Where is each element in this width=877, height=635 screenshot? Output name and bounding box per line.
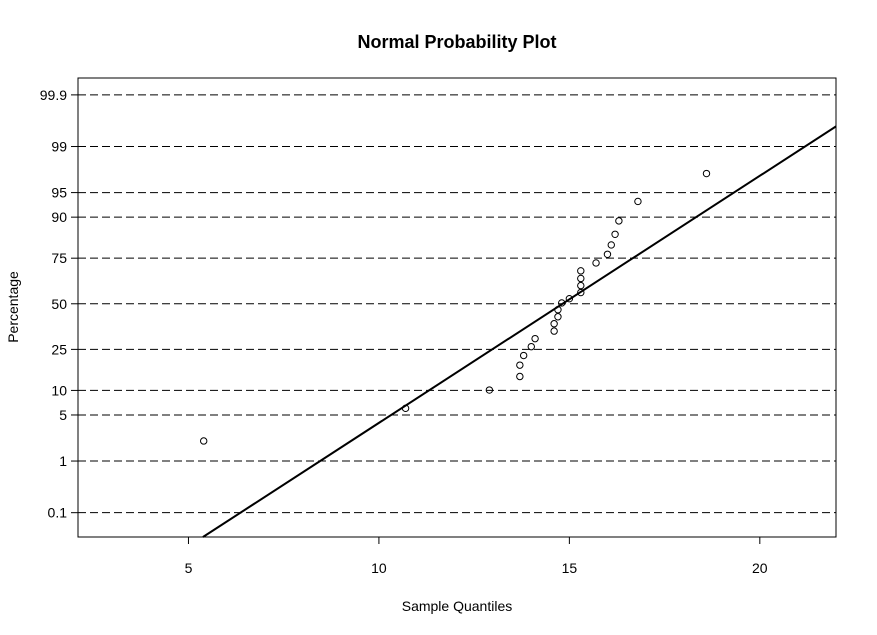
data-point [199,437,208,445]
x-tick-label: 10 [371,560,387,576]
data-point [554,306,562,314]
data-point [702,169,711,178]
data-point [550,320,558,328]
data-points [199,169,711,445]
reference-line [202,125,837,538]
data-point [401,404,410,413]
x-axis-label: Sample Quantiles [402,598,513,614]
data-point [611,230,619,238]
y-tick-label: 99.9 [40,87,67,103]
data-point [516,361,524,369]
data-point [485,386,494,394]
y-tick-label: 1 [59,453,67,469]
data-point [577,267,585,275]
y-tick-label: 10 [51,382,67,398]
data-point [634,197,642,206]
data-point [577,288,585,297]
data-point [607,241,615,249]
y-tick-label: 75 [51,250,67,266]
y-tick-label: 25 [51,341,67,357]
data-point [527,342,535,351]
data-point [558,299,566,307]
data-point [592,259,600,267]
data-point [603,250,612,258]
data-point [550,327,558,335]
data-point [531,334,539,343]
y-tick-label: 50 [51,296,67,312]
chart-title: Normal Probability Plot [357,32,556,52]
data-point [577,274,585,283]
y-tick-label: 95 [51,185,67,201]
x-axis: 5 10 15 20 [185,537,768,576]
data-point [554,313,562,321]
reference-line-group [202,125,837,538]
y-tick-label: 99 [51,139,67,155]
data-point [615,217,623,225]
x-tick-label: 15 [562,560,578,576]
data-point [577,281,585,290]
data-point [516,372,524,381]
y-axis-label: Percentage [5,271,21,343]
y-tick-label: 0.1 [48,505,68,521]
plot-frame [77,77,837,538]
grid-lines [78,94,836,514]
y-axis: 0.1 1 5 10 25 50 75 90 95 99 99.9 [40,87,78,521]
x-tick-label: 5 [185,560,193,576]
data-point [519,351,528,360]
y-tick-label: 90 [51,209,67,225]
x-tick-label: 20 [752,560,768,576]
data-point [565,294,574,303]
y-tick-label: 5 [59,407,67,423]
